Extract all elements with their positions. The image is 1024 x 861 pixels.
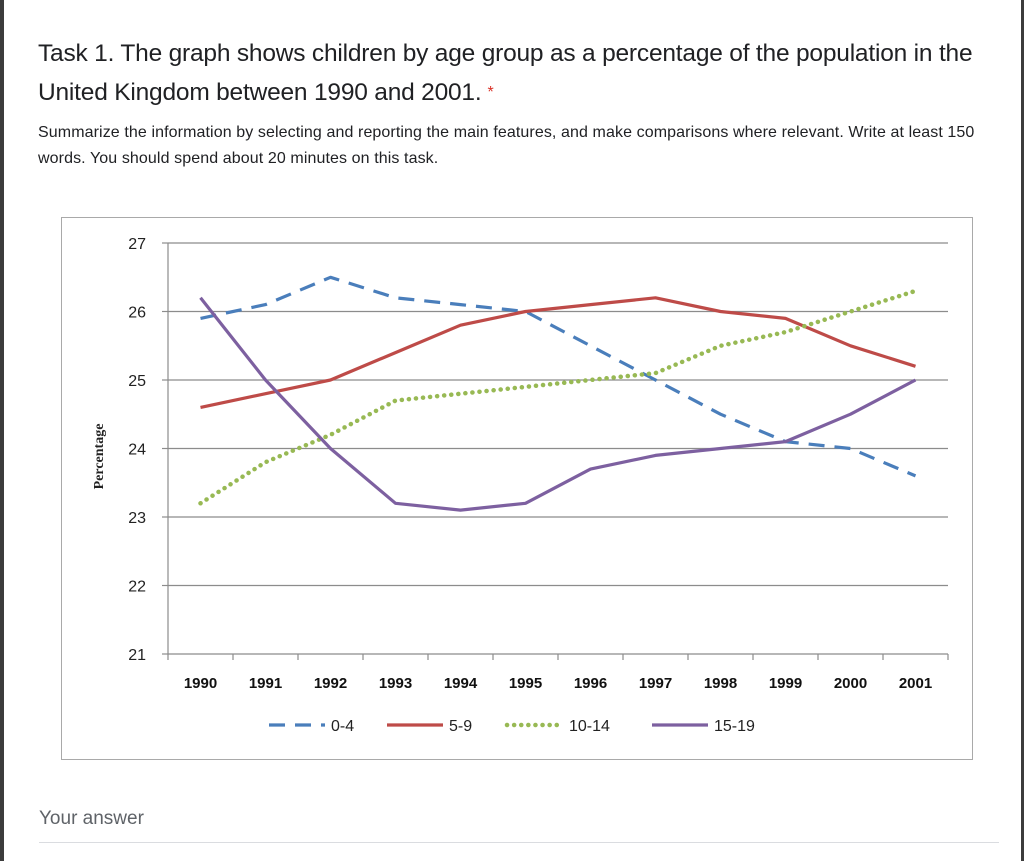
data-point-10-14-1995	[525, 386, 527, 388]
required-asterisk: *	[487, 84, 494, 101]
x-tick-label-2001: 2001	[899, 675, 932, 692]
series-line-15-19	[199, 296, 917, 512]
question-description: Summarize the information by selecting a…	[38, 124, 975, 167]
line-chart: 21 22 23 24 25 26 27 1990 1991 1992 1993 1994 1995 19…	[92, 236, 949, 735]
x-tick-label-1999: 1999	[769, 675, 802, 692]
y-tick-label-24: 24	[128, 442, 146, 459]
question-title: Task 1. The graph shows children by age …	[38, 34, 998, 112]
x-tick-label-1994: 1994	[444, 675, 478, 692]
x-tick-label-2000: 2000	[834, 675, 867, 692]
series-line-0-4	[200, 275, 917, 478]
x-tick-label-1990: 1990	[184, 675, 217, 692]
legend-label-15-19: 15-19	[714, 718, 755, 735]
series-line-10-14	[198, 288, 918, 506]
question-title-text: Task 1. The graph shows children by age …	[38, 40, 973, 106]
legend-label-0-4: 0-4	[331, 718, 354, 735]
x-tick-label-1998: 1998	[704, 675, 737, 692]
x-tick-label-1996: 1996	[574, 675, 607, 692]
chart-frame: 21 22 23 24 25 26 27 1990 1991 1992 1993 1994 1995 19…	[61, 217, 973, 760]
y-tick-label-27: 27	[128, 236, 146, 253]
x-tick-label-1993: 1993	[379, 675, 412, 692]
data-point-0-4-1996	[590, 345, 592, 347]
series-line-5-9	[200, 296, 916, 409]
window-right-edge	[1021, 0, 1024, 861]
y-tick-label-21: 21	[128, 647, 146, 664]
x-tick-label-1995: 1995	[509, 675, 542, 692]
legend-label-5-9: 5-9	[449, 718, 472, 735]
answer-underline	[39, 842, 999, 843]
y-tick-label-26: 26	[128, 305, 146, 322]
window-left-edge	[0, 0, 4, 861]
answer-input[interactable]: Your answer	[39, 808, 144, 829]
y-axis-label: Percentage	[92, 424, 107, 490]
data-point-10-14-2001	[915, 290, 917, 292]
question-card: Task 1. The graph shows children by age …	[38, 34, 998, 172]
y-tick-label-23: 23	[128, 510, 146, 527]
legend-label-10-14: 10-14	[569, 718, 610, 735]
x-tick-label-1997: 1997	[639, 675, 672, 692]
x-tick-label-1991: 1991	[249, 675, 282, 692]
x-tick-label-1992: 1992	[314, 675, 347, 692]
y-tick-label-22: 22	[128, 579, 146, 596]
y-tick-label-25: 25	[128, 373, 146, 390]
data-point-0-4-1993	[395, 297, 397, 299]
